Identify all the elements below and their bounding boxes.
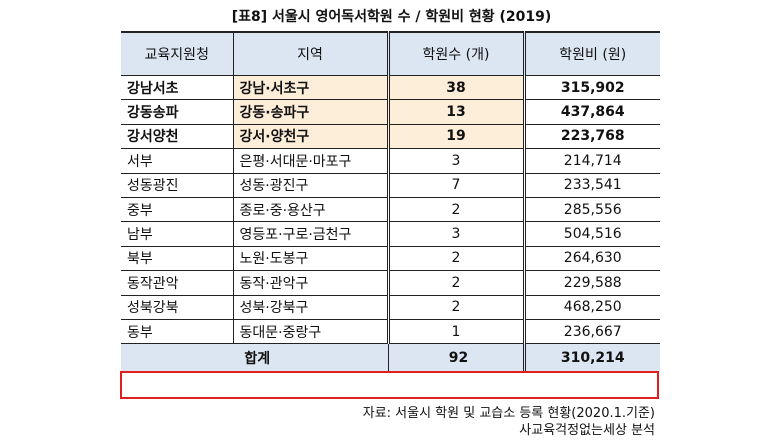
source-note: 자료: 서울시 학원 및 교습소 등록 현황(2020.1.기준)	[362, 406, 655, 421]
area-cell: 강남·서초구	[232, 75, 388, 101]
table-title: [표8] 서울시 영어독서학원 수 / 학원비 현황 (2019)	[231, 9, 552, 25]
area-cell: 성북·강북구	[232, 295, 388, 320]
count-cell: 2	[386, 197, 524, 223]
count-cell: 3	[386, 221, 524, 247]
total-row: 합계 92 310,214	[121, 343, 660, 373]
header-office: 교육지원청	[121, 31, 233, 76]
table-row: 동작관악 동작·관악구 2 229,588	[121, 270, 660, 296]
analysis-note: 사교육걱정없는세상 분석	[519, 423, 655, 438]
count-cell: 2	[386, 246, 524, 272]
header-row: 교육지원청 지역 학원수 (개) 학원비 (원)	[121, 31, 660, 76]
count-cell: 13	[386, 99, 524, 125]
table-row: 동부 동대문·중랑구 1 236,667	[121, 319, 660, 345]
fee-cell: 229,588	[522, 270, 660, 296]
fee-cell: 264,630	[522, 246, 660, 272]
table-row: 성북강북 성북·강북구 2 468,250	[121, 295, 660, 320]
total-count: 92	[387, 343, 524, 373]
office-cell: 성동광진	[121, 173, 233, 198]
area-cell: 종로·중·용산구	[232, 197, 388, 223]
office-cell: 서부	[121, 148, 233, 174]
area-cell: 은평·서대문·마포구	[232, 148, 388, 174]
table-row: 강남서초 강남·서초구 38 315,902	[121, 75, 660, 101]
area-cell: 강동·송파구	[232, 99, 388, 125]
table-row: 강동송파 강동·송파구 13 437,864	[121, 99, 660, 125]
count-cell: 19	[386, 124, 524, 150]
count-cell: 7	[386, 173, 524, 198]
fee-cell: 236,667	[522, 319, 660, 345]
fee-cell: 214,714	[522, 148, 660, 174]
table-row: 성동광진 성동·광진구 7 233,541	[121, 173, 660, 198]
total-fee: 310,214	[522, 343, 660, 373]
table-row: 남부 영등포·구로·금천구 3 504,516	[121, 221, 660, 247]
table-row: 서부 은평·서대문·마포구 3 214,714	[121, 148, 660, 174]
office-cell: 동작관악	[121, 270, 233, 296]
count-cell: 1	[386, 319, 524, 345]
table-row: 북부 노원·도봉구 2 264,630	[121, 246, 660, 272]
count-cell: 2	[386, 295, 524, 320]
area-cell: 성동·광진구	[232, 173, 388, 198]
table-row: 강서양천 강서·양천구 19 223,768	[121, 124, 660, 150]
academy-table: 교육지원청 지역 학원수 (개) 학원비 (원) 강남서초 강남·서초구 38 315…	[121, 31, 660, 373]
office-cell: 강서양천	[121, 124, 233, 150]
office-cell: 중부	[121, 197, 233, 223]
office-cell: 동부	[121, 319, 233, 345]
table-row: 중부 종로·중·용산구 2 285,556	[121, 197, 660, 223]
total-highlight-box	[120, 371, 659, 399]
header-area: 지역	[232, 31, 388, 76]
fee-cell: 223,768	[522, 124, 660, 150]
fee-cell: 504,516	[522, 221, 660, 247]
fee-cell: 285,556	[522, 197, 660, 223]
office-cell: 강남서초	[121, 75, 233, 101]
header-fee: 학원비 (원)	[522, 31, 660, 76]
count-cell: 2	[386, 270, 524, 296]
fee-cell: 437,864	[522, 99, 660, 125]
fee-cell: 233,541	[522, 173, 660, 198]
area-cell: 동작·관악구	[232, 270, 388, 296]
office-cell: 북부	[121, 246, 233, 272]
area-cell: 동대문·중랑구	[232, 319, 388, 345]
count-cell: 3	[386, 148, 524, 174]
office-cell: 성북강북	[121, 295, 233, 320]
count-cell: 38	[386, 75, 524, 101]
area-cell: 노원·도봉구	[232, 246, 388, 272]
header-count: 학원수 (개)	[386, 31, 524, 76]
total-label: 합계	[121, 343, 388, 373]
fee-cell: 315,902	[522, 75, 660, 101]
office-cell: 강동송파	[121, 99, 233, 125]
area-cell: 강서·양천구	[232, 124, 388, 150]
area-cell: 영등포·구로·금천구	[232, 221, 388, 247]
office-cell: 남부	[121, 221, 233, 247]
fee-cell: 468,250	[522, 295, 660, 320]
